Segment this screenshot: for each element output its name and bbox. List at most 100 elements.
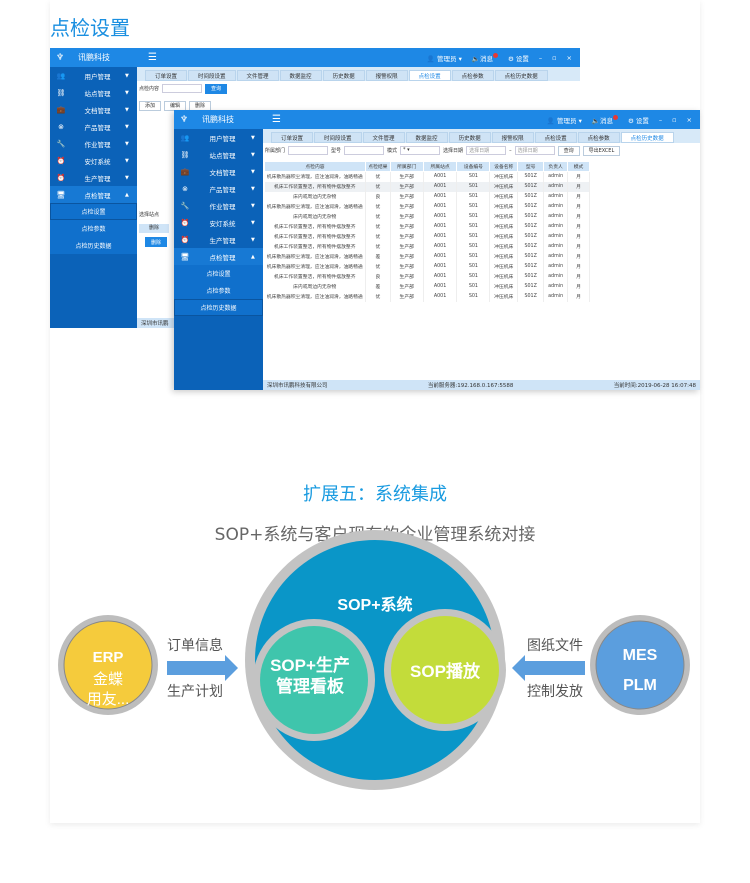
sidebar-subitem[interactable]: 点检参数 <box>50 220 137 237</box>
table-row[interactable]: 机床散热器积尘清理，应注油润滑，油路畅通优生产部 A001 S01 冲压机床 S01Z a… <box>264 171 590 182</box>
tab[interactable]: 点检参数 <box>577 132 620 143</box>
table-cell: admin <box>543 231 569 242</box>
filter-input[interactable] <box>162 84 203 93</box>
tab[interactable]: 点检历史数据 <box>620 132 674 143</box>
tab[interactable]: 点检设置 <box>408 70 451 81</box>
minimize-icon[interactable]: – <box>538 53 543 62</box>
table-cell: 优 <box>365 261 391 272</box>
tab[interactable]: 点检历史数据 <box>494 70 548 81</box>
messages-button[interactable]: 🔈消息 <box>592 114 618 125</box>
sidebar-item[interactable]: 👥 用户管理 ▼ <box>174 129 263 146</box>
column-header[interactable]: 设备名称 <box>489 161 519 172</box>
settings-button[interactable]: ⚙ 设置 <box>507 54 529 63</box>
column-header[interactable]: 点检内容 <box>264 161 366 172</box>
menu-icon[interactable]: ☰ <box>272 114 281 125</box>
sidebar-item[interactable]: ⏰ 生产管理 ▼ <box>174 231 263 248</box>
column-header[interactable]: 负责人 <box>543 161 569 172</box>
table-row[interactable]: 机床工作装置整洁，所有物件摆放整齐优生产部 A001 S01 冲压机床 S01Z admi… <box>264 181 590 192</box>
sidebar-item[interactable]: ⊗ 产品管理 ▼ <box>174 180 263 197</box>
tab[interactable]: 历史数据 <box>322 70 365 81</box>
end-date-input[interactable]: 选择日期 <box>514 146 555 155</box>
sidebar-subitem[interactable]: 点检参数 <box>174 282 263 299</box>
table-row[interactable]: 机床工作装置整洁，所有物件摆放整齐优生产部 A001 S01 冲压机床 S01Z admi… <box>264 231 590 242</box>
tab[interactable]: 点检参数 <box>451 70 494 81</box>
tab[interactable]: 报警权限 <box>365 70 408 81</box>
table-row[interactable]: 床内或周边内无杂物良生产部 A001 S01 冲压机床 S01Z admin 月 <box>264 191 590 202</box>
table-row[interactable]: 机床散热器积尘清理，应注油润滑，油路畅通优生产部 A001 S01 冲压机床 S01Z a… <box>264 291 590 302</box>
sidebar-item[interactable]: ⊗ 产品管理 ▼ <box>50 118 137 135</box>
user-menu[interactable]: 👤 管理员 ▾ <box>426 54 462 63</box>
table-row[interactable]: 机床散热器积尘清理，应注油润滑，油路畅通优生产部 A001 S01 冲压机床 S01Z a… <box>264 261 590 272</box>
sidebar-item[interactable]: 💼 文档管理 ▼ <box>50 101 137 118</box>
table-row[interactable]: 机床工作装置整洁，所有物件摆放整齐优生产部 A001 S01 冲压机床 S01Z admi… <box>264 221 590 232</box>
query-button[interactable]: 查询 <box>557 145 580 156</box>
column-header[interactable]: 所属站点 <box>422 161 458 172</box>
svg-text:SOP播放: SOP播放 <box>410 661 481 681</box>
export-excel-button[interactable]: 导出EXCEL <box>582 145 621 156</box>
sidebar-subitem[interactable]: 点检设置 <box>50 203 137 220</box>
table-cell: S01 <box>456 251 491 262</box>
maximize-icon[interactable]: ▫ <box>552 53 557 62</box>
messages-button[interactable]: 🔈消息 <box>472 52 498 63</box>
settings-button[interactable]: ⚙ 设置 <box>627 116 649 125</box>
tab[interactable]: 文件管理 <box>362 132 405 143</box>
tab[interactable]: 报警权限 <box>491 132 534 143</box>
tab[interactable]: 订单设置 <box>145 70 188 81</box>
user-menu[interactable]: 👤 管理员 ▾ <box>546 116 582 125</box>
sidebar-item[interactable]: ⏰ 生产管理 ▼ <box>50 169 137 186</box>
table-row[interactable]: 机床工作装置整洁，所有物件摆放整齐良生产部 A001 S01 冲压机床 S01Z admi… <box>264 271 590 282</box>
table-cell: 生产部 <box>390 271 424 282</box>
close-icon[interactable]: × <box>686 115 692 124</box>
sidebar-item[interactable]: 🖥 点检管理 ▲ <box>50 186 137 203</box>
tab[interactable]: 时间段设置 <box>188 70 236 81</box>
query-button[interactable]: 查询 <box>205 83 228 94</box>
mode-select[interactable]: * ▾ <box>400 146 441 155</box>
column-header[interactable]: 模式 <box>567 161 590 172</box>
mes-node: MES PLM <box>590 615 690 715</box>
tab[interactable]: 历史数据 <box>448 132 491 143</box>
table-cell: 差 <box>365 281 391 292</box>
sidebar-item[interactable]: 🖥 点检管理 ▲ <box>174 248 263 265</box>
add-button[interactable]: 添加 <box>139 100 162 111</box>
tab[interactable]: 订单设置 <box>271 132 314 143</box>
tab[interactable]: 数据监控 <box>279 70 322 81</box>
table-cell: admin <box>543 211 569 222</box>
row-delete-button[interactable]: 删除 <box>145 237 168 247</box>
model-input[interactable] <box>344 146 385 155</box>
current-time: 当前时间:2019-06-28 16:07:48 <box>613 383 696 389</box>
sidebar-item[interactable]: 💼 文档管理 ▼ <box>174 163 263 180</box>
sidebar-subitem[interactable]: 点检设置 <box>174 265 263 282</box>
close-icon[interactable]: × <box>566 53 572 62</box>
chevron-icon: ▼ <box>251 202 255 209</box>
table-row[interactable]: 机床工作装置整洁，所有物件摆放整齐优生产部 A001 S01 冲压机床 S01Z admi… <box>264 241 590 252</box>
tab[interactable]: 数据监控 <box>405 132 448 143</box>
sidebar-item[interactable]: 👥 用户管理 ▼ <box>50 67 137 84</box>
sidebar-item[interactable]: ⏰ 安灯系统 ▼ <box>50 152 137 169</box>
minimize-icon[interactable]: – <box>658 115 663 124</box>
table-cell: 冲压机床 <box>489 251 519 262</box>
table-row[interactable]: 床内或周边内无杂物优生产部 A001 S01 冲压机床 S01Z admin 月 <box>264 211 590 222</box>
column-header[interactable]: 所属部门 <box>389 161 424 172</box>
table-cell: S01 <box>456 201 491 212</box>
sidebar-item[interactable]: ⛓ 站点管理 ▼ <box>174 146 263 163</box>
table-row[interactable]: 床内或周边内无杂物差生产部 A001 S01 冲压机床 S01Z admin 月 <box>264 281 590 292</box>
maximize-icon[interactable]: ▫ <box>672 115 677 124</box>
dept-input[interactable] <box>288 146 329 155</box>
tab[interactable]: 时间段设置 <box>314 132 362 143</box>
start-date-input[interactable]: 选择日期 <box>466 146 507 155</box>
sidebar-subitem[interactable]: 点检历史数据 <box>174 299 263 316</box>
sidebar-item[interactable]: ⛓ 站点管理 ▼ <box>50 84 137 101</box>
sidebar-item[interactable]: ⏰ 安灯系统 ▼ <box>174 214 263 231</box>
table-row[interactable]: 机床散热器积尘清理，应注油润滑，油路畅通差生产部 A001 S01 冲压机床 S01Z a… <box>264 251 590 262</box>
table-cell: 优 <box>365 181 391 192</box>
table-row[interactable]: 机床散热器积尘清理，应注油润滑，油路畅通优生产部 A001 S01 冲压机床 S01Z a… <box>264 201 590 212</box>
table-cell: S01Z <box>517 261 545 272</box>
mode-label: 模式 <box>387 148 398 154</box>
tab[interactable]: 文件管理 <box>236 70 279 81</box>
tab[interactable]: 点检设置 <box>534 132 577 143</box>
menu-item-icon: 👥 <box>56 71 66 80</box>
menu-icon[interactable]: ☰ <box>148 52 157 63</box>
sidebar-subitem[interactable]: 点检历史数据 <box>50 237 137 254</box>
sidebar-item[interactable]: 🔧 作业管理 ▼ <box>50 135 137 152</box>
sidebar-item[interactable]: 🔧 作业管理 ▼ <box>174 197 263 214</box>
